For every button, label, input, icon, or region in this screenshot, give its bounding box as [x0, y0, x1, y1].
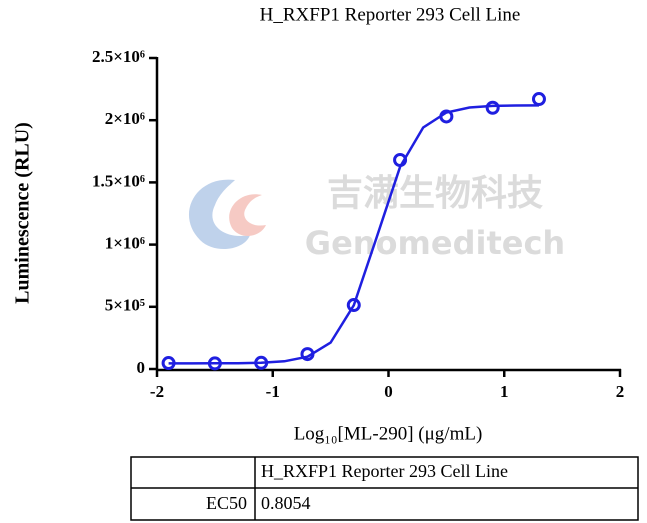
logo-shape: [229, 194, 266, 236]
y-tick-label: 0: [137, 358, 146, 377]
data-point: [439, 109, 454, 124]
y-tick-label: 2.5×10⁶: [92, 47, 145, 66]
x-tick-label: -1: [266, 382, 280, 401]
data-point: [207, 356, 222, 371]
chart-title: H_RXFP1 Reporter 293 Cell Line: [260, 4, 521, 25]
y-tick-label: 5×10⁵: [105, 296, 145, 315]
x-tick-label: 0: [384, 382, 393, 401]
data-point: [531, 92, 546, 107]
y-tick-label: 2×10⁶: [105, 109, 145, 128]
data-point: [161, 356, 176, 371]
x-tick-label: 2: [616, 382, 625, 401]
x-tick-label: -2: [150, 382, 164, 401]
table-cell: 0.8054: [261, 493, 311, 513]
y-axis-label: Luminescence (RLU): [12, 122, 34, 304]
table-header: H_RXFP1 Reporter 293 Cell Line: [261, 461, 508, 481]
x-tick-label: 1: [500, 382, 509, 401]
table: H_RXFP1 Reporter 293 Cell Line EC50 0.80…: [130, 456, 639, 521]
data-point: [254, 355, 269, 370]
watermark-cn: 吉满生物科技: [327, 173, 543, 214]
data-point: [485, 100, 500, 115]
data-point: [300, 347, 315, 362]
watermark-en: Genomeditech: [305, 224, 565, 262]
x-axis-label: Log₁₀[ML-290] (μg/mL): [294, 423, 483, 444]
watermark: 吉满生物科技 Genomeditech: [188, 173, 565, 262]
y-tick-label: 1×10⁶: [105, 234, 145, 253]
data-point: [346, 298, 361, 313]
logo-shape: [188, 179, 250, 250]
data-point: [393, 153, 408, 168]
y-tick-label: 1.5×10⁶: [92, 171, 145, 190]
fit-curve: [168, 104, 540, 365]
table-cell: EC50: [206, 493, 247, 513]
